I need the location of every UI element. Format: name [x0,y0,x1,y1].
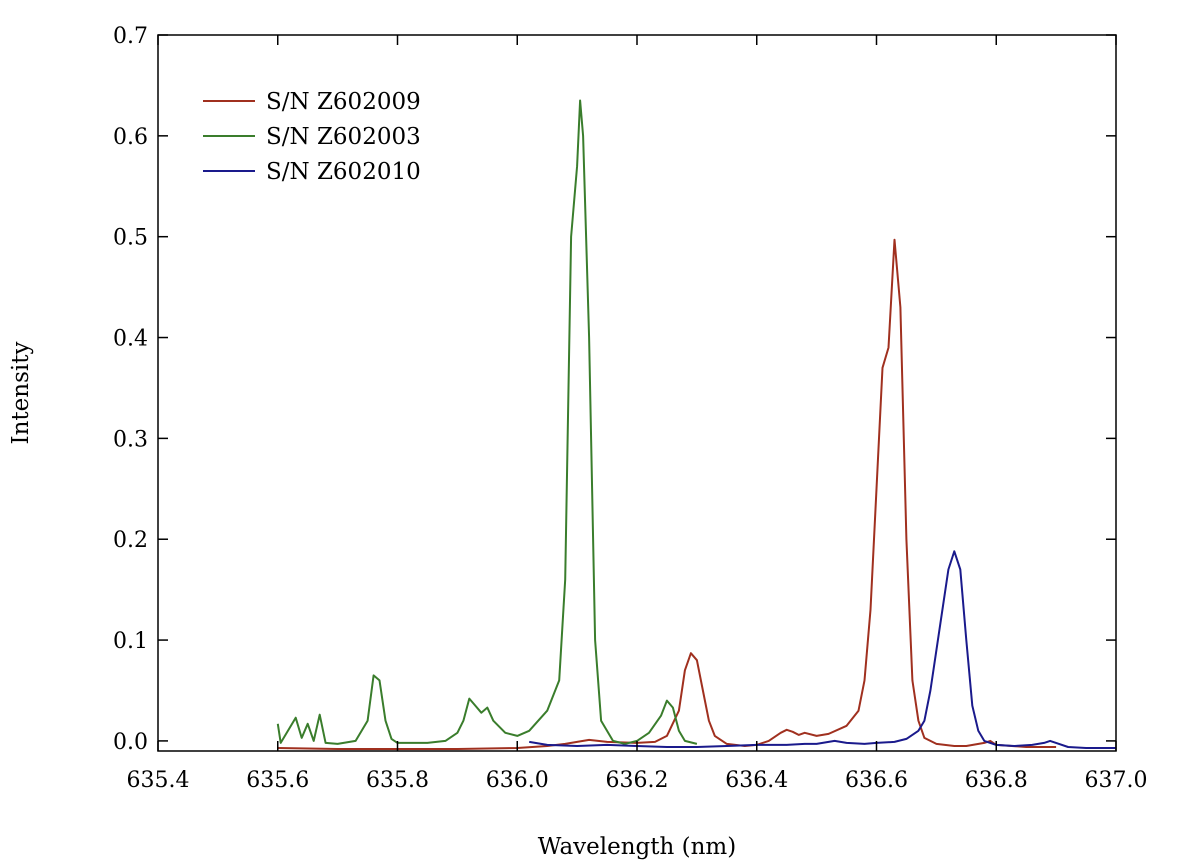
x-tick-label: 636.8 [965,768,1028,793]
x-axis: 635.4 635.6 635.8 636.0 636.2 636.4 636.6 636.8… [127,35,1148,793]
legend-label: S/N Z602010 [266,159,421,185]
x-tick-label: 636.2 [606,768,669,793]
y-tick-label: 0.2 [113,528,148,553]
series-layer [276,99,1116,750]
y-axis: 0.0 0.1 0.2 0.3 0.4 0.5 0.6 0.7 [113,24,1116,755]
series-line-1 [277,238,1057,750]
y-tick-label: 0.5 [113,226,148,251]
y-tick-label: 0.6 [113,125,148,150]
x-tick-label: 635.4 [127,768,190,793]
legend-label: S/N Z602009 [266,89,421,115]
series-line-2 [276,99,698,745]
x-tick-label: 637.0 [1085,768,1148,793]
y-tick-label: 0.4 [113,327,148,352]
x-tick-label: 636.4 [725,768,788,793]
y-axis-label: Intensity [8,342,34,445]
x-tick-label: 636.6 [845,768,908,793]
legend-label: S/N Z602003 [266,124,421,150]
legend: S/N Z602009 S/N Z602003 S/N Z602010 [203,89,421,185]
series-line-3 [529,550,1116,749]
x-tick-label: 636.0 [486,768,549,793]
x-axis-label: Wavelength (nm) [538,834,736,860]
y-tick-label: 0.0 [113,730,148,755]
y-tick-label: 0.1 [113,629,148,654]
x-tick-label: 635.8 [366,768,429,793]
y-tick-label: 0.7 [113,24,148,49]
x-tick-label: 635.6 [246,768,309,793]
y-tick-label: 0.3 [113,427,148,452]
